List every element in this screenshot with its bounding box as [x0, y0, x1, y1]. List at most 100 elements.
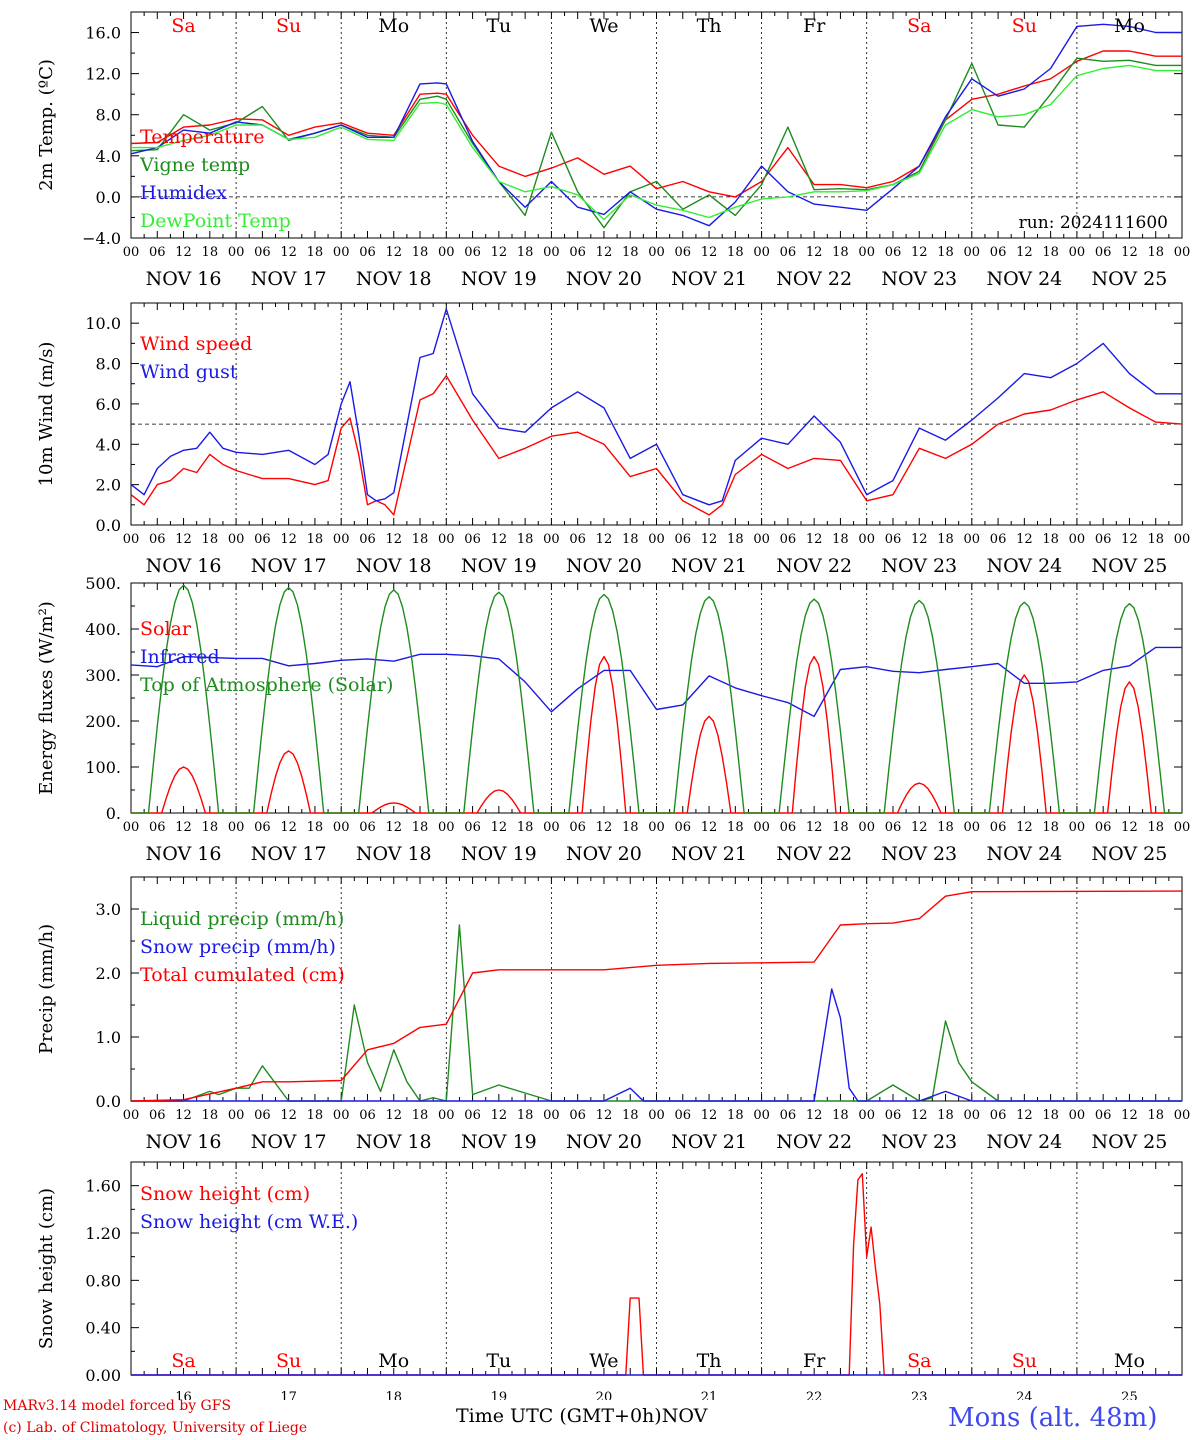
hour-tick-label: 00: [858, 1108, 875, 1123]
hour-tick-label: 18: [307, 532, 324, 547]
hour-tick-label: 00: [228, 820, 245, 835]
day-number-label: 22: [806, 1390, 823, 1400]
y-tick-label: 8.0: [96, 355, 121, 374]
hour-tick-label: 00: [438, 820, 455, 835]
weekday-label: Th: [697, 1350, 722, 1372]
hour-tick-label: 12: [175, 532, 192, 547]
hour-tick-label: 06: [464, 245, 481, 260]
hour-tick-label: 00: [858, 820, 875, 835]
weekday-label: Fr: [803, 15, 826, 37]
hour-tick-label: 18: [1042, 1108, 1059, 1123]
day-number-label: 25: [1121, 1390, 1138, 1400]
hour-tick-label: 18: [307, 1108, 324, 1123]
hour-tick-label: 18: [307, 245, 324, 260]
hour-tick-label: 06: [1095, 820, 1112, 835]
hour-tick-label: 06: [990, 245, 1007, 260]
hour-tick-label: 06: [149, 245, 166, 260]
weekday-label: Sa: [171, 1350, 195, 1372]
series-line-wind-gust: [130, 308, 1182, 506]
y-tick-label: 4.0: [96, 435, 121, 454]
hour-tick-label: 00: [123, 245, 140, 260]
hour-tick-label: 12: [1016, 245, 1033, 260]
hour-tick-label: 12: [175, 1108, 192, 1123]
day-number-label: 20: [596, 1390, 613, 1400]
hour-tick-label: 06: [464, 532, 481, 547]
y-tick-label: 4.0: [96, 147, 121, 166]
hour-tick-label: 18: [517, 532, 534, 547]
date-label: NOV 16: [146, 843, 222, 865]
hour-tick-label: 12: [491, 532, 508, 547]
hour-tick-label: 18: [202, 532, 219, 547]
hour-tick-label: 06: [1095, 1108, 1112, 1123]
legend-entry: Liquid precip (mm/h): [140, 908, 344, 930]
hour-tick-label: 00: [648, 245, 665, 260]
panel-2: [130, 302, 1183, 526]
legend-entry: Total cumulated (cm): [140, 964, 345, 986]
date-label: NOV 17: [251, 268, 327, 290]
hour-tick-label: 00: [333, 820, 350, 835]
y-tick-label: 12.0: [85, 65, 121, 84]
hour-tick-label: 06: [359, 820, 376, 835]
weekday-label: Mo: [378, 1350, 409, 1372]
date-label: NOV 18: [356, 843, 432, 865]
y-tick-label: 1.60: [85, 1177, 121, 1196]
y-tick-label: 2.0: [96, 476, 121, 495]
hour-tick-label: 06: [885, 820, 902, 835]
hour-tick-label: 00: [438, 1108, 455, 1123]
hour-tick-label: 18: [937, 532, 954, 547]
y-tick-label: 1.0: [96, 1028, 121, 1047]
legend-entry: Top of Atmosphere (Solar): [140, 674, 393, 696]
weekday-label: Fr: [803, 1350, 826, 1372]
weekday-label: Mo: [378, 15, 409, 37]
hour-tick-label: 18: [832, 532, 849, 547]
legend-entry: Snow height (cm W.E.): [140, 1211, 358, 1233]
hour-tick-label: 12: [385, 820, 402, 835]
hour-tick-label: 12: [911, 245, 928, 260]
plot-frame: [130, 11, 1183, 239]
date-label: NOV 24: [986, 1131, 1062, 1153]
hour-tick-label: 00: [1069, 1108, 1086, 1123]
hour-tick-label: 00: [964, 245, 981, 260]
hour-tick-label: 00: [123, 532, 140, 547]
y-tick-label: 0.0: [96, 188, 121, 207]
hour-tick-label: 18: [727, 532, 744, 547]
hour-tick-label: 06: [990, 820, 1007, 835]
y-tick-label: 10.0: [85, 314, 121, 333]
hour-tick-label: 18: [412, 820, 429, 835]
weekday-label: Su: [276, 1350, 301, 1372]
date-label: NOV 16: [146, 555, 222, 577]
hour-tick-label: 12: [596, 820, 613, 835]
day-number-label: 18: [385, 1390, 402, 1400]
hour-tick-label: 06: [254, 245, 271, 260]
run-label: run: 2024111600: [1019, 213, 1168, 233]
series-line-dewpoint-temp: [131, 64, 1182, 221]
hour-tick-label: 18: [727, 1108, 744, 1123]
hour-tick-label: 12: [911, 1108, 928, 1123]
y-tick-label: 16.0: [85, 24, 121, 43]
hour-tick-label: 06: [569, 532, 586, 547]
hour-tick-label: 18: [832, 245, 849, 260]
hour-tick-label: 00: [753, 532, 770, 547]
hour-tick-label: 18: [1042, 532, 1059, 547]
hour-tick-label: 12: [1016, 1108, 1033, 1123]
hour-tick-label: 06: [569, 245, 586, 260]
panel-4: [130, 876, 1183, 1102]
hour-tick-label: 00: [543, 820, 560, 835]
hour-tick-label: 18: [622, 532, 639, 547]
hour-tick-label: 06: [149, 820, 166, 835]
hour-tick-label: 18: [1042, 820, 1059, 835]
weekday-label: Sa: [907, 1350, 931, 1372]
hour-tick-label: 06: [990, 532, 1007, 547]
weekday-label: Mo: [1114, 15, 1145, 37]
date-label: NOV 21: [671, 555, 747, 577]
date-label: NOV 19: [461, 268, 537, 290]
y-tick-label: 3.0: [96, 900, 121, 919]
hour-tick-label: 06: [254, 1108, 271, 1123]
y-tick-label: 500.: [85, 574, 121, 593]
day-number-label: 16: [175, 1390, 192, 1400]
y-tick-label: 200.: [85, 712, 121, 731]
weekday-label: We: [589, 1350, 618, 1372]
hour-tick-label: 00: [753, 245, 770, 260]
hour-tick-label: 00: [228, 532, 245, 547]
hour-tick-label: 06: [780, 1108, 797, 1123]
